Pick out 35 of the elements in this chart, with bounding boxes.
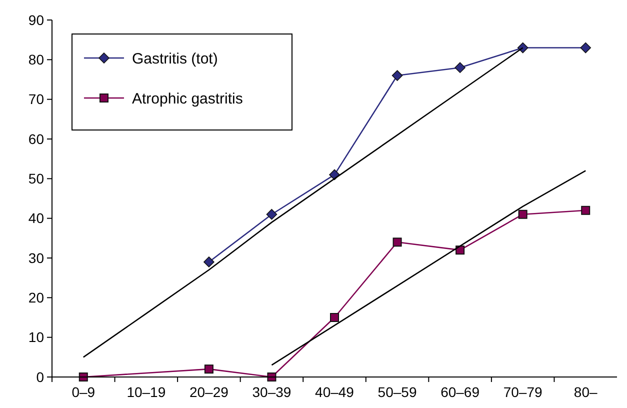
point — [392, 70, 403, 81]
point — [392, 238, 402, 247]
y-tick-label: 40 — [28, 210, 44, 226]
x-tick-label: 10–19 — [126, 384, 166, 400]
x-tick-label: 60–69 — [440, 384, 480, 400]
y-tick-label: 80 — [28, 52, 44, 68]
x-tick-label: 50–59 — [378, 384, 417, 400]
legend-label: Atrophic gastritis — [132, 90, 243, 108]
legend-label: Gastritis (tot) — [132, 50, 218, 68]
point — [204, 364, 214, 374]
x-tick-label: 20–29 — [189, 384, 229, 400]
point — [266, 208, 278, 220]
x-tick-label: 40–49 — [315, 384, 354, 400]
y-tick-label: 20 — [28, 290, 44, 306]
y-tick-label: 30 — [28, 250, 44, 266]
point — [517, 42, 528, 54]
y-tick-label: 10 — [28, 329, 44, 346]
point — [581, 206, 590, 215]
x-tick-label: 30–39 — [252, 384, 292, 400]
y-tick-label: 50 — [28, 170, 44, 187]
y-tick-label: 0 — [36, 368, 44, 385]
line-series — [271, 170, 586, 366]
y-tick-label: 90 — [28, 12, 44, 28]
x-tick-label: 0–9 — [72, 384, 96, 400]
x-tick-label: 70–79 — [503, 384, 543, 400]
point — [204, 256, 214, 268]
y-tick-label: 70 — [28, 91, 44, 108]
point — [78, 372, 88, 382]
point — [267, 372, 276, 382]
point — [330, 313, 339, 322]
x-tick-label: 80– — [574, 384, 598, 400]
point — [518, 210, 528, 219]
y-tick-label: 60 — [28, 130, 44, 147]
point — [454, 62, 466, 73]
point — [580, 42, 592, 54]
